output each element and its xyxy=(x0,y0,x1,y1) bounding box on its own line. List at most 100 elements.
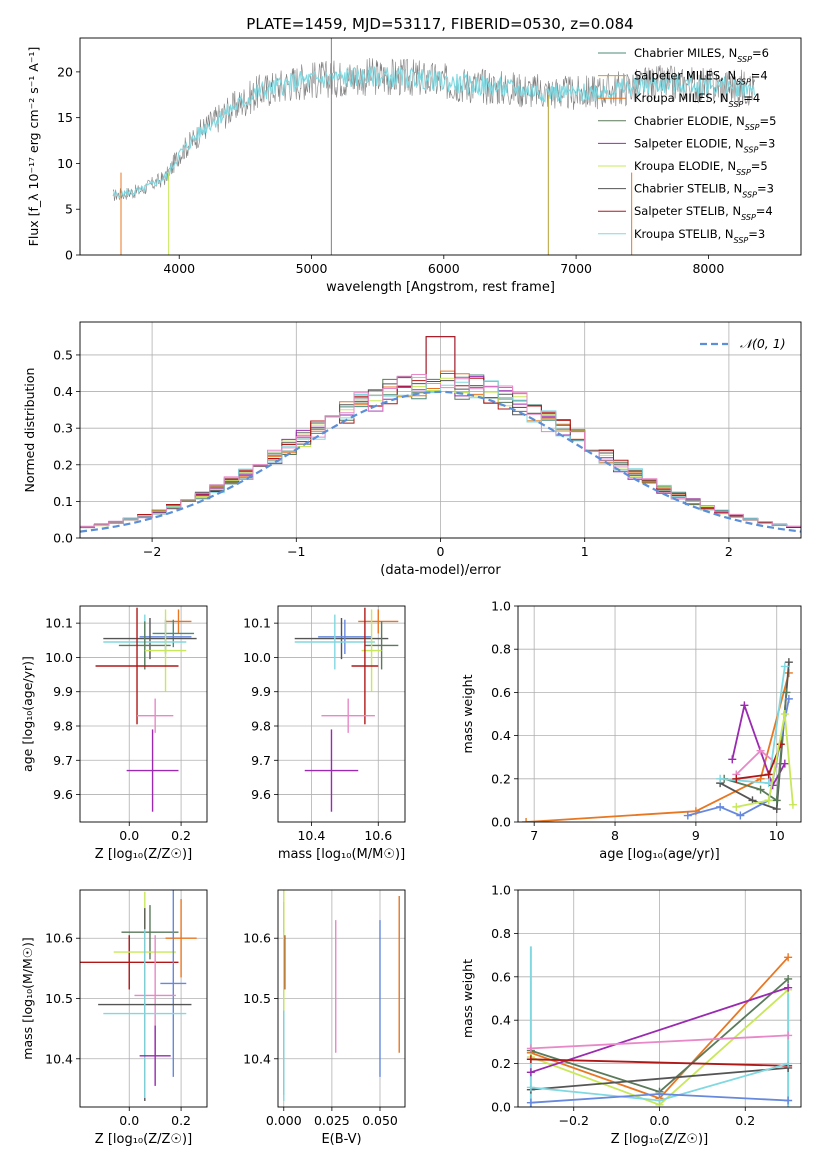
x-axis-label: mass [log₁₀(M/M☉)] xyxy=(278,847,405,862)
weight-marker xyxy=(784,953,793,962)
x-tick-label: 4000 xyxy=(163,261,195,276)
y-tick-label: 9.9 xyxy=(251,684,271,699)
y-tick-label: 0.0 xyxy=(491,815,511,830)
x-tick-label: 10.6 xyxy=(364,828,392,843)
weight-marker xyxy=(788,800,797,809)
axes-mass-vs-Z: 0.0 0.2 10.4 10.5 10.6 Z [log₁₀(Z/Z☉)] mass [l… xyxy=(20,889,208,1147)
y-tick-label: 10.5 xyxy=(45,991,73,1006)
legend-entry: Salpeter ELODIE, NSSP=3 xyxy=(634,136,775,154)
legend-entry: Chabrier ELODIE, NSSP=5 xyxy=(634,114,776,132)
weight-marker xyxy=(728,755,737,764)
weight-marker xyxy=(732,774,741,783)
y-tick-label: 10.0 xyxy=(45,650,73,665)
axes-spectrum: 4000 5000 6000 7000 8000 0 5 10 15 20 wavelength [… xyxy=(26,37,802,295)
y-tick-label: 0.4 xyxy=(53,384,73,399)
y-tick-label: 15 xyxy=(57,110,73,125)
legend-entry: Chabrier STELIB, NSSP=3 xyxy=(634,182,774,200)
x-tick-label: 0.2 xyxy=(735,1113,755,1128)
axes-residuals: −2 −1 0 1 2 0.0 0.1 0.2 0.3 0.4 0.5 (data-model)/er… xyxy=(22,321,802,578)
histogram-series xyxy=(80,336,801,528)
x-tick-label: 0.0 xyxy=(119,828,139,843)
legend-entry: Kroupa STELIB, NSSP=3 xyxy=(634,227,765,245)
weight-marker xyxy=(784,983,793,992)
y-tick-label: 1.0 xyxy=(491,883,511,898)
y-axis-label: Normed distribution xyxy=(22,368,37,493)
legend-entry: Kroupa ELODIE, NSSP=5 xyxy=(634,159,768,177)
x-tick-label: 7000 xyxy=(560,261,592,276)
axes-age-vs-mass: 10.4 10.6 9.6 9.7 9.8 9.9 10.0 10.1 mass [log₁₀(… xyxy=(243,605,406,862)
weight-marker xyxy=(784,1031,793,1040)
weight-marker xyxy=(780,759,789,768)
weight-marker xyxy=(526,1083,535,1092)
plot-area xyxy=(95,607,197,812)
y-tick-label: 10.6 xyxy=(45,931,73,946)
x-tick-label: 10 xyxy=(769,828,785,843)
weight-marker xyxy=(772,805,781,814)
weight-marker xyxy=(683,811,692,820)
weight-marker xyxy=(764,770,773,779)
plot-area xyxy=(80,336,801,533)
weight-marker xyxy=(772,796,781,805)
weight-marker xyxy=(780,662,789,671)
legend-entry: Kroupa MILES, NSSP=4 xyxy=(634,91,760,109)
weight-series xyxy=(530,1034,789,1050)
y-tick-label: 0.4 xyxy=(491,728,511,743)
y-tick-label: 9.9 xyxy=(53,684,73,699)
weight-marker xyxy=(782,688,791,697)
y-tick-label: 10.4 xyxy=(45,1051,73,1066)
weight-marker xyxy=(522,818,531,822)
spectrum-title: PLATE=1459, MJD=53117, FIBERID=0530, z=0… xyxy=(246,15,633,33)
weight-marker xyxy=(764,796,773,805)
weight-marker xyxy=(716,802,725,811)
legend-entry: 𝒩(0, 1) xyxy=(740,336,786,351)
weight-marker xyxy=(784,1059,793,1068)
x-tick-label: 9 xyxy=(692,828,700,843)
axes-frame xyxy=(79,605,208,823)
x-tick-label: 0.2 xyxy=(171,1113,191,1128)
x-tick-label: −1 xyxy=(287,544,305,559)
legend-entry: Chabrier MILES, NSSP=6 xyxy=(634,46,769,64)
axes-age-vs-Z: 0.0 0.2 9.6 9.7 9.8 9.9 10.0 10.1 Z [log₁₀(Z/Z☉)… xyxy=(20,605,208,862)
y-tick-label: 0 xyxy=(65,248,73,263)
weight-marker xyxy=(740,701,749,710)
y-tick-label: 10 xyxy=(57,156,73,171)
legend-entry: Salpeter MILES, NSSP=4 xyxy=(634,69,768,87)
normal-curve xyxy=(80,390,801,533)
weight-marker xyxy=(784,658,793,667)
axes-mass-weight-vs-Z: −0.2 0.0 0.2 0.0 0.2 0.4 0.6 0.8 1.0 Z [log₁₀(Z/Z… xyxy=(460,883,802,1147)
plot-area xyxy=(112,38,755,255)
y-axis-label: mass [log₁₀(M/M☉)] xyxy=(20,937,35,1059)
weight-marker xyxy=(736,811,745,820)
x-tick-label: 0.050 xyxy=(362,1113,398,1128)
y-tick-label: 0.0 xyxy=(491,1100,511,1115)
x-tick-label: −2 xyxy=(143,544,161,559)
y-tick-label: 0.5 xyxy=(53,347,73,362)
axes-frame xyxy=(277,605,406,823)
axes-mass-weight-vs-age: 7 8 9 10 0.0 0.2 0.4 0.6 0.8 1.0 age [log₁₀(age/yr… xyxy=(460,599,802,862)
y-tick-label: 0.6 xyxy=(491,685,511,700)
y-tick-label: 9.8 xyxy=(251,719,271,734)
y-tick-label: 9.7 xyxy=(53,753,73,768)
y-tick-label: 10.1 xyxy=(45,616,73,631)
x-tick-label: 1 xyxy=(581,544,589,559)
x-tick-label: 0.000 xyxy=(266,1113,302,1128)
y-tick-label: 0.2 xyxy=(491,1056,511,1071)
plot-area xyxy=(294,607,399,812)
y-tick-label: 0.4 xyxy=(491,1013,511,1028)
axes-frame xyxy=(517,889,802,1108)
y-tick-label: 0.8 xyxy=(491,642,511,657)
axes-mass-vs-EBV: 0.000 0.025 0.050 10.4 10.5 10.6 E(B-V) xyxy=(243,889,406,1147)
y-axis-label: age [log₁₀(age/yr)] xyxy=(20,656,35,772)
y-tick-label: 0.8 xyxy=(491,926,511,941)
x-tick-label: −0.2 xyxy=(559,1113,589,1128)
weight-series xyxy=(526,672,790,822)
weight-series xyxy=(530,986,789,1074)
x-axis-label: Z [log₁₀(Z/Z☉)] xyxy=(95,1132,192,1147)
histogram-series xyxy=(80,374,801,528)
weight-marker xyxy=(784,1096,793,1105)
weight-marker xyxy=(526,1055,535,1064)
y-tick-label: 10.0 xyxy=(243,650,271,665)
y-tick-label: 10.6 xyxy=(243,931,271,946)
x-axis-label: wavelength [Angstrom, rest frame] xyxy=(326,280,555,295)
axes-frame xyxy=(79,37,802,256)
